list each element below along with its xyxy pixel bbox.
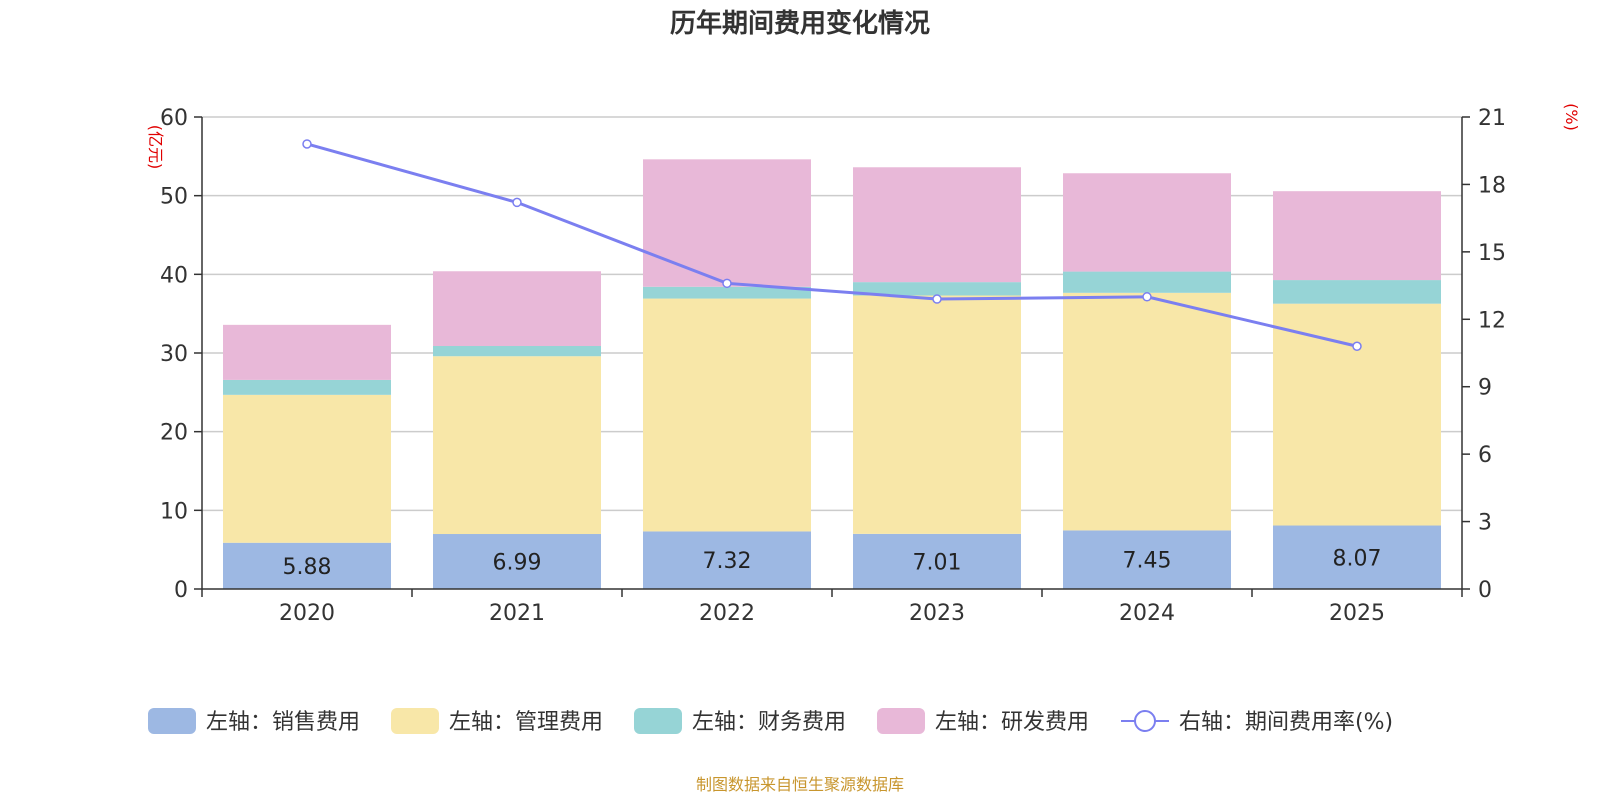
right-tick-label: 3 (1478, 511, 1492, 536)
legend-label: 左轴：销售费用 (206, 710, 360, 735)
bar-labels: 5.88 6.99 7.32 7.01 7.45 8.07 (283, 546, 1382, 580)
bars (223, 159, 1441, 589)
bar-3-2024 (1063, 271, 1231, 293)
bar-value-label: 6.99 (493, 551, 542, 576)
chart-title: 历年期间费用变化情况 (670, 8, 930, 39)
rate-point (722, 278, 732, 289)
legend-swatch (877, 708, 925, 734)
bar-value-label: 7.01 (913, 550, 962, 575)
bar-3-2020 (223, 379, 391, 395)
bar-value-label: 5.88 (283, 555, 332, 580)
rate-line-path (306, 142, 1358, 348)
left-axis-unit: (亿元) (146, 125, 165, 170)
source-note: 制图数据来自恒生聚源数据库 (696, 775, 904, 794)
legend: 左轴：销售费用 左轴：管理费用 左轴：财务费用 左轴：研发费用 右轴：期间费用率(%) (148, 708, 1393, 735)
legend-swatch (634, 708, 682, 734)
bar-1-2020 (223, 542, 391, 589)
bar-1-2024 (1063, 530, 1231, 589)
bar-4-2025 (1273, 191, 1441, 281)
legend-circle-icon (1134, 710, 1156, 732)
left-tick-label: 60 (160, 106, 188, 131)
bar-3-2022 (643, 286, 811, 299)
bar-2-2020 (223, 394, 391, 543)
x-tick-label: 2022 (699, 601, 755, 626)
left-tick-label: 10 (160, 499, 188, 524)
x-tick-label: 2021 (489, 601, 545, 626)
right-axis-unit: (%) (1562, 103, 1581, 131)
legend-swatch (148, 708, 196, 734)
rate-point (1142, 292, 1152, 302)
bar-3-2021 (433, 345, 601, 357)
bar-4-2022 (643, 159, 811, 287)
left-tick-label: 20 (160, 421, 188, 446)
bar-2-2024 (1063, 292, 1231, 531)
bar-2-2023 (853, 295, 1021, 534)
bar-4-2024 (1063, 173, 1231, 272)
legend-swatch (391, 708, 439, 734)
bar-4-2020 (223, 324, 391, 380)
right-tick-label: 9 (1478, 376, 1492, 401)
right-tick-label: 12 (1478, 308, 1506, 333)
bar-value-label: 8.07 (1333, 546, 1382, 571)
x-tick-label: 2020 (279, 601, 335, 626)
rate-line (302, 139, 1362, 352)
legend-label: 左轴：财务费用 (692, 710, 846, 735)
left-tick-label: 40 (160, 263, 188, 288)
legend-label: 右轴：期间费用率(%) (1179, 710, 1393, 735)
legend-label: 左轴：管理费用 (449, 710, 603, 735)
rate-point (302, 139, 312, 149)
x-tick-label: 2025 (1329, 601, 1385, 626)
x-tick-label: 2023 (909, 601, 965, 626)
right-tick-label: 18 (1478, 173, 1506, 198)
bar-1-2022 (643, 531, 811, 589)
bar-2-2025 (1273, 303, 1441, 526)
bar-value-label: 7.45 (1123, 549, 1172, 574)
rate-point (1352, 341, 1362, 352)
bar-4-2023 (853, 167, 1021, 283)
bar-value-label: 7.32 (703, 549, 752, 574)
rate-point (932, 294, 942, 304)
bar-1-2021 (433, 534, 601, 589)
right-tick-label: 6 (1478, 443, 1492, 468)
bar-3-2023 (853, 282, 1021, 296)
legend-label: 左轴：研发费用 (935, 710, 1089, 735)
bar-2-2021 (433, 356, 601, 535)
x-tick-label: 2024 (1119, 601, 1175, 626)
left-tick-label: 30 (160, 342, 188, 367)
rate-point (512, 197, 522, 208)
left-tick-label: 50 (160, 185, 188, 210)
bar-1-2025 (1273, 525, 1441, 589)
bar-4-2021 (433, 271, 601, 346)
gridlines (202, 116, 1462, 512)
axes: 0 10 20 30 40 50 60 0 3 6 9 12 15 18 21 2020 2021 2022 202… (160, 106, 1506, 626)
right-tick-label: 21 (1478, 106, 1506, 131)
left-tick-label: 0 (174, 578, 188, 603)
bar-3-2025 (1273, 280, 1441, 304)
right-tick-label: 0 (1478, 578, 1492, 603)
bar-2-2022 (643, 298, 811, 532)
right-tick-label: 15 (1478, 241, 1506, 266)
bar-1-2023 (853, 533, 1021, 589)
